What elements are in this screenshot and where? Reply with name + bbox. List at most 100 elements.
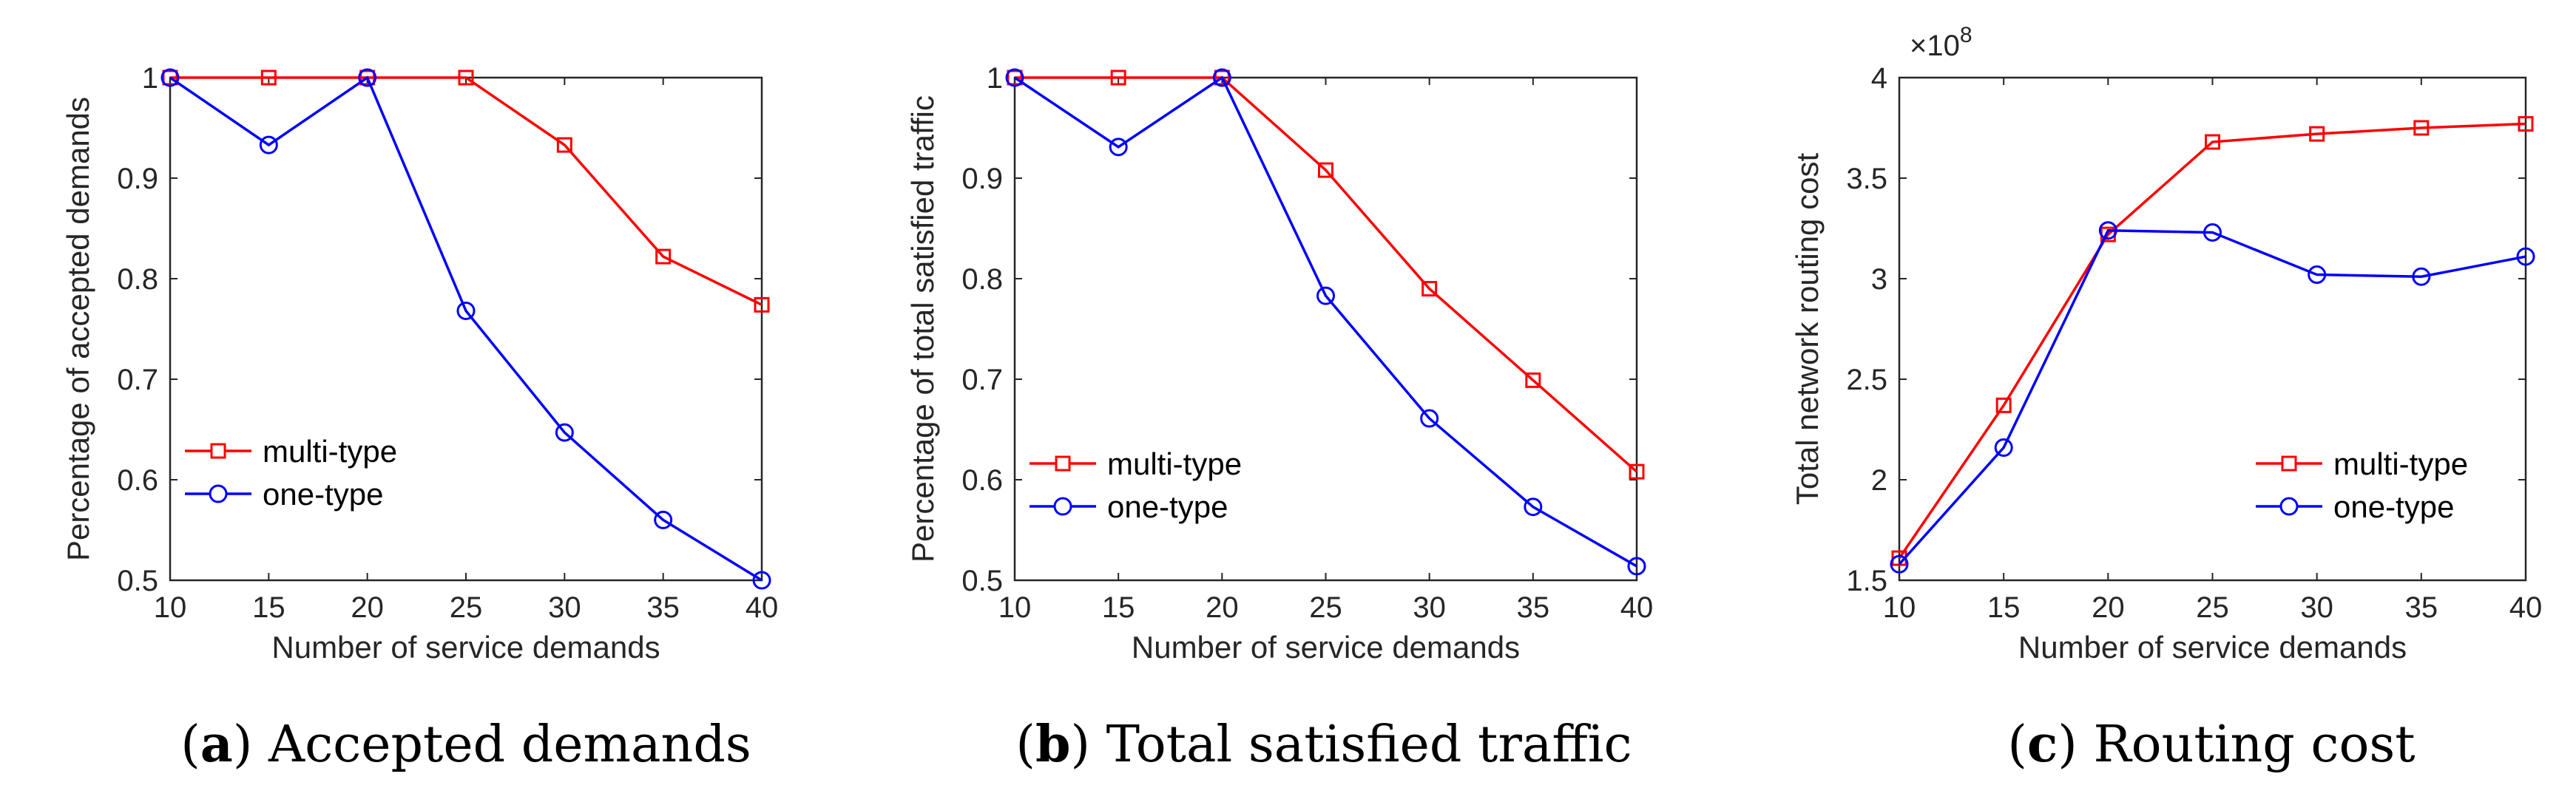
data-point bbox=[2309, 126, 2325, 142]
legend-marker bbox=[2279, 497, 2299, 516]
y-tick-label: 3 bbox=[1871, 263, 1887, 296]
x-tick-label: 20 bbox=[2092, 591, 2125, 624]
y-tick-label: 4 bbox=[1871, 62, 1887, 95]
x-tick-label: 40 bbox=[2509, 591, 2543, 624]
chart-panel-c: 10 15 20 25 30 35 40 1.5 2 2.5 3 3.5 4 ×108 Number of … bbox=[1790, 23, 2542, 774]
y-axis-label: Percentage of accepted demands bbox=[61, 97, 95, 561]
legend-label: one-type bbox=[1107, 489, 1228, 524]
data-point bbox=[160, 68, 180, 87]
series-one-type bbox=[1890, 221, 2535, 574]
series-line bbox=[170, 76, 763, 306]
data-point bbox=[2205, 134, 2220, 150]
x-tick-label: 40 bbox=[746, 591, 779, 624]
series-line bbox=[1014, 75, 1637, 568]
data-point bbox=[2518, 116, 2534, 132]
legend: multi-type one-type bbox=[1030, 446, 1242, 524]
data-point bbox=[752, 571, 771, 590]
data-point bbox=[359, 69, 376, 86]
data-point bbox=[456, 302, 476, 321]
series-line bbox=[169, 75, 763, 582]
data-point bbox=[654, 510, 673, 529]
chart-panel-a: 10 15 20 25 30 35 40 0.5 0.6 0.7 0.8 0.9 1 Number of … bbox=[61, 62, 778, 774]
data-point bbox=[1421, 281, 1438, 297]
legend-label: multi-type bbox=[2333, 446, 2468, 481]
data-point bbox=[2308, 265, 2327, 285]
y-tick-label: 0.5 bbox=[961, 565, 1003, 597]
y-tick-label: 0.7 bbox=[961, 364, 1003, 396]
data-point bbox=[1007, 69, 1023, 86]
plot-area bbox=[1013, 76, 1638, 582]
y-tick-label: 0.9 bbox=[117, 163, 158, 195]
series-one-type bbox=[1005, 68, 1646, 576]
data-point bbox=[1629, 463, 1645, 480]
legend-label: one-type bbox=[263, 477, 383, 512]
y-tick-label: 2 bbox=[1871, 464, 1887, 497]
data-point bbox=[2412, 267, 2431, 286]
plot-area bbox=[1898, 76, 2527, 582]
x-tick-label: 35 bbox=[646, 591, 680, 624]
panel-caption: (a) Accepted demands bbox=[180, 715, 751, 774]
x-tick-label: 25 bbox=[2196, 591, 2229, 624]
y-tick-label: 0.6 bbox=[117, 464, 158, 497]
x-tick-label: 15 bbox=[1987, 591, 2021, 624]
data-point bbox=[458, 69, 474, 86]
chart-panel-b: 10 15 20 25 30 35 40 0.5 0.6 0.7 0.8 0.9 1 Number of … bbox=[905, 62, 1653, 774]
data-point bbox=[754, 296, 770, 313]
plot-area bbox=[169, 76, 763, 582]
legend: multi-type one-type bbox=[2256, 446, 2468, 524]
legend-label: multi-type bbox=[1107, 446, 1242, 481]
x-axis-label: Number of service demands bbox=[2018, 630, 2407, 665]
series-multi-type bbox=[1007, 69, 1645, 480]
data-point bbox=[555, 423, 574, 442]
x-tick-label: 35 bbox=[1517, 591, 1550, 624]
y-axis-label: Percentage of total satisfied traffic bbox=[905, 95, 940, 563]
data-point bbox=[1995, 397, 2012, 413]
x-axis-label: Number of service demands bbox=[271, 630, 660, 665]
data-point bbox=[1005, 68, 1024, 87]
data-point bbox=[1524, 497, 1543, 517]
y-tick-label: 1.5 bbox=[1846, 565, 1887, 597]
data-point bbox=[1420, 409, 1439, 428]
y-tick-label: 0.9 bbox=[961, 163, 1003, 195]
data-point bbox=[1109, 137, 1128, 157]
data-point bbox=[2516, 247, 2535, 266]
series-multi-type bbox=[1891, 116, 2534, 566]
data-point bbox=[1316, 286, 1335, 305]
data-point bbox=[2203, 223, 2222, 242]
y-tick-label: 2.5 bbox=[1846, 364, 1887, 396]
y-tick-label: 0.8 bbox=[961, 263, 1003, 296]
legend-marker bbox=[1055, 455, 1071, 472]
legend-marker bbox=[2281, 455, 2297, 472]
data-point bbox=[259, 135, 278, 154]
panel-caption: (b) Total satisfied traffic bbox=[1015, 715, 1632, 774]
legend-label: one-type bbox=[2333, 489, 2454, 524]
x-tick-label: 15 bbox=[1102, 591, 1135, 624]
x-tick-label: 15 bbox=[252, 591, 285, 624]
data-point bbox=[1994, 438, 2013, 457]
x-tick-label: 10 bbox=[998, 591, 1032, 624]
x-tick-label: 30 bbox=[548, 591, 581, 624]
x-tick-label: 10 bbox=[154, 591, 187, 624]
x-tick-label: 10 bbox=[1883, 591, 1916, 624]
data-point bbox=[1627, 557, 1646, 576]
legend-label: multi-type bbox=[263, 434, 397, 469]
legend-marker bbox=[210, 443, 226, 459]
data-point bbox=[358, 68, 377, 87]
x-tick-label: 20 bbox=[1206, 591, 1239, 624]
x-tick-label: 40 bbox=[1620, 591, 1654, 624]
legend: multi-type one-type bbox=[185, 434, 397, 512]
legend-marker bbox=[1053, 497, 1072, 516]
panel-caption: (c) Routing cost bbox=[2007, 715, 2415, 774]
y-tick-label: 3.5 bbox=[1846, 163, 1887, 195]
y-tick-label: 1 bbox=[987, 62, 1003, 95]
series-one-type bbox=[160, 68, 771, 590]
data-point bbox=[260, 69, 277, 86]
y-tick-label: 0.5 bbox=[117, 565, 158, 597]
data-point bbox=[162, 69, 178, 86]
y-exponent-label: ×108 bbox=[1910, 23, 1972, 62]
data-point bbox=[556, 137, 572, 153]
y-tick-label: 0.8 bbox=[117, 263, 158, 296]
series-line bbox=[1898, 122, 2526, 560]
y-tick-label: 1 bbox=[142, 62, 158, 95]
